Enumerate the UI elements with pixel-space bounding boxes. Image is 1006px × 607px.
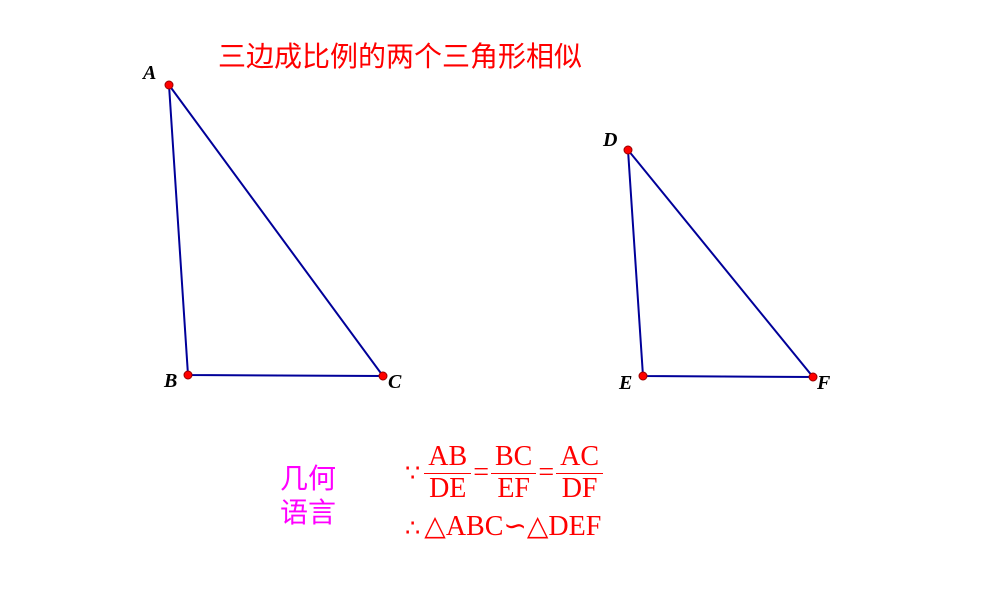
equals-sign: = [536, 457, 556, 489]
formula-block: ∵ AB DE = BC EF = AC DF ∴△ABC∽△DEF [405, 442, 603, 543]
label-d: D [603, 129, 617, 152]
point-e [639, 372, 647, 380]
page-title: 三边成比例的两个三角形相似 [218, 35, 582, 75]
point-b [184, 371, 192, 379]
fraction-ab-de: AB DE [424, 442, 471, 505]
point-f [809, 373, 817, 381]
triangle-def-shape [628, 150, 813, 377]
label-e: E [619, 372, 632, 395]
equals-sign: = [471, 457, 491, 489]
point-a [165, 81, 173, 89]
point-c [379, 372, 387, 380]
similar-glyph: ∽ [503, 511, 526, 542]
frac-num: BC [491, 442, 536, 473]
caption-geometric-language: 几何 语言 [280, 463, 336, 530]
triangle-glyph: △ [527, 511, 549, 542]
caption-line1: 几何 [280, 464, 336, 495]
frac-den: EF [491, 473, 536, 505]
triangle-glyph: △ [424, 511, 446, 542]
frac-num: AB [424, 442, 471, 473]
point-d [624, 146, 632, 154]
frac-den: DE [424, 473, 471, 505]
label-a: A [143, 62, 156, 85]
frac-den: DF [556, 473, 603, 505]
conclusion-left: ABC [446, 511, 504, 542]
triangle-def [624, 146, 817, 381]
formula-conclusion: ∴△ABC∽△DEF [405, 509, 603, 543]
triangle-abc [165, 81, 387, 380]
therefore-symbol: ∴ [405, 514, 420, 543]
formula-premise: ∵ AB DE = BC EF = AC DF [405, 442, 603, 505]
fraction-ac-df: AC DF [556, 442, 603, 505]
because-symbol: ∵ [405, 459, 420, 488]
triangle-abc-shape [169, 85, 383, 376]
frac-num: AC [556, 442, 603, 473]
caption-line2: 语言 [280, 498, 336, 529]
fraction-bc-ef: BC EF [491, 442, 536, 505]
label-b: B [164, 370, 177, 393]
label-f: F [817, 372, 830, 395]
label-c: C [388, 371, 401, 394]
conclusion-right: DEF [548, 511, 601, 542]
